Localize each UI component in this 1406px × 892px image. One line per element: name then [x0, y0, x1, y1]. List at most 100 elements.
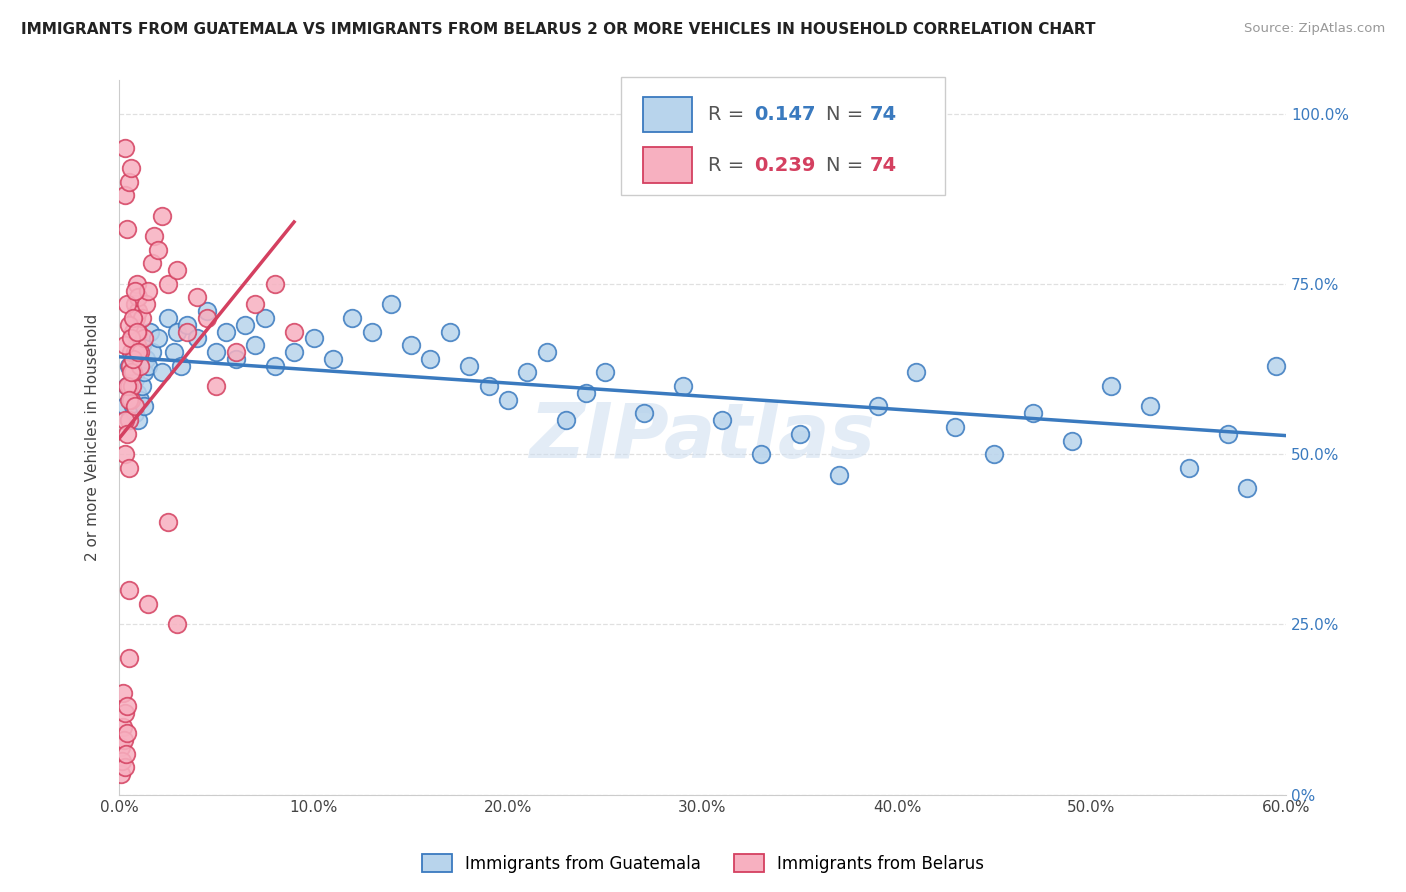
Point — [827, 467, 849, 482]
Point — [115, 426, 138, 441]
Point — [419, 351, 441, 366]
Point — [439, 325, 461, 339]
Point — [118, 651, 141, 665]
Point — [245, 338, 267, 352]
Point — [131, 379, 153, 393]
Point — [115, 699, 138, 714]
Point — [114, 188, 136, 202]
Point — [186, 331, 208, 345]
Text: R =: R = — [709, 105, 751, 124]
Text: Source: ZipAtlas.com: Source: ZipAtlas.com — [1244, 22, 1385, 36]
Point — [156, 277, 179, 291]
Point — [118, 392, 141, 407]
Point — [115, 379, 138, 393]
Point — [633, 406, 655, 420]
Point — [593, 365, 616, 379]
Point — [114, 140, 136, 154]
Point — [114, 413, 136, 427]
Point — [118, 318, 141, 332]
Text: IMMIGRANTS FROM GUATEMALA VS IMMIGRANTS FROM BELARUS 2 OR MORE VEHICLES IN HOUSE: IMMIGRANTS FROM GUATEMALA VS IMMIGRANTS … — [21, 22, 1095, 37]
Point — [118, 359, 141, 373]
Point — [1139, 400, 1161, 414]
Point — [124, 372, 146, 386]
Point — [905, 365, 928, 379]
Point — [205, 379, 228, 393]
Text: 74: 74 — [869, 105, 897, 124]
Point — [110, 767, 132, 781]
Point — [120, 392, 142, 407]
Point — [129, 359, 152, 373]
Point — [124, 345, 146, 359]
Point — [114, 447, 136, 461]
Point — [458, 359, 481, 373]
Point — [496, 392, 519, 407]
Point — [205, 345, 228, 359]
Point — [115, 222, 138, 236]
Point — [136, 284, 159, 298]
Point — [111, 685, 134, 699]
Point — [156, 515, 179, 529]
Y-axis label: 2 or more Vehicles in Household: 2 or more Vehicles in Household — [86, 313, 100, 561]
Text: 0.147: 0.147 — [754, 105, 815, 124]
Point — [245, 297, 267, 311]
FancyBboxPatch shape — [621, 78, 945, 195]
Point — [121, 365, 143, 379]
Point — [118, 413, 141, 427]
Point — [399, 338, 422, 352]
Point — [866, 400, 889, 414]
Point — [555, 413, 578, 427]
Legend: Immigrants from Guatemala, Immigrants from Belarus: Immigrants from Guatemala, Immigrants fr… — [415, 847, 991, 880]
Point — [120, 331, 142, 345]
Point — [150, 365, 173, 379]
Text: N =: N = — [827, 156, 870, 175]
Point — [789, 426, 811, 441]
Text: 74: 74 — [869, 156, 897, 175]
Point — [141, 256, 163, 270]
Point — [342, 310, 364, 325]
Point — [118, 379, 141, 393]
Point — [125, 385, 148, 400]
Point — [124, 284, 146, 298]
Point — [128, 325, 150, 339]
Point — [166, 263, 188, 277]
Point — [115, 726, 138, 740]
Point — [253, 310, 276, 325]
FancyBboxPatch shape — [643, 147, 692, 183]
Point — [176, 318, 198, 332]
Point — [112, 733, 135, 747]
Point — [135, 351, 157, 366]
Point — [127, 304, 149, 318]
Point — [115, 297, 138, 311]
Point — [128, 413, 150, 427]
Text: 0.239: 0.239 — [754, 156, 815, 175]
Point — [170, 359, 193, 373]
Point — [121, 365, 143, 379]
Point — [150, 209, 173, 223]
Point — [749, 447, 772, 461]
Text: R =: R = — [709, 156, 751, 175]
Point — [111, 720, 134, 734]
Point — [1022, 406, 1045, 420]
Point — [118, 460, 141, 475]
Point — [114, 400, 136, 414]
Point — [129, 359, 152, 373]
Point — [146, 331, 169, 345]
Point — [121, 310, 143, 325]
Point — [128, 345, 150, 359]
Point — [1265, 359, 1288, 373]
Point — [516, 365, 538, 379]
Point — [125, 325, 148, 339]
Point — [477, 379, 499, 393]
Point — [225, 351, 247, 366]
Point — [136, 597, 159, 611]
Point — [139, 325, 162, 339]
Point — [120, 345, 142, 359]
Point — [943, 420, 966, 434]
Point — [125, 338, 148, 352]
Point — [575, 385, 598, 400]
Point — [146, 243, 169, 257]
Point — [118, 583, 141, 598]
Point — [121, 379, 143, 393]
Point — [131, 338, 153, 352]
Point — [283, 345, 305, 359]
